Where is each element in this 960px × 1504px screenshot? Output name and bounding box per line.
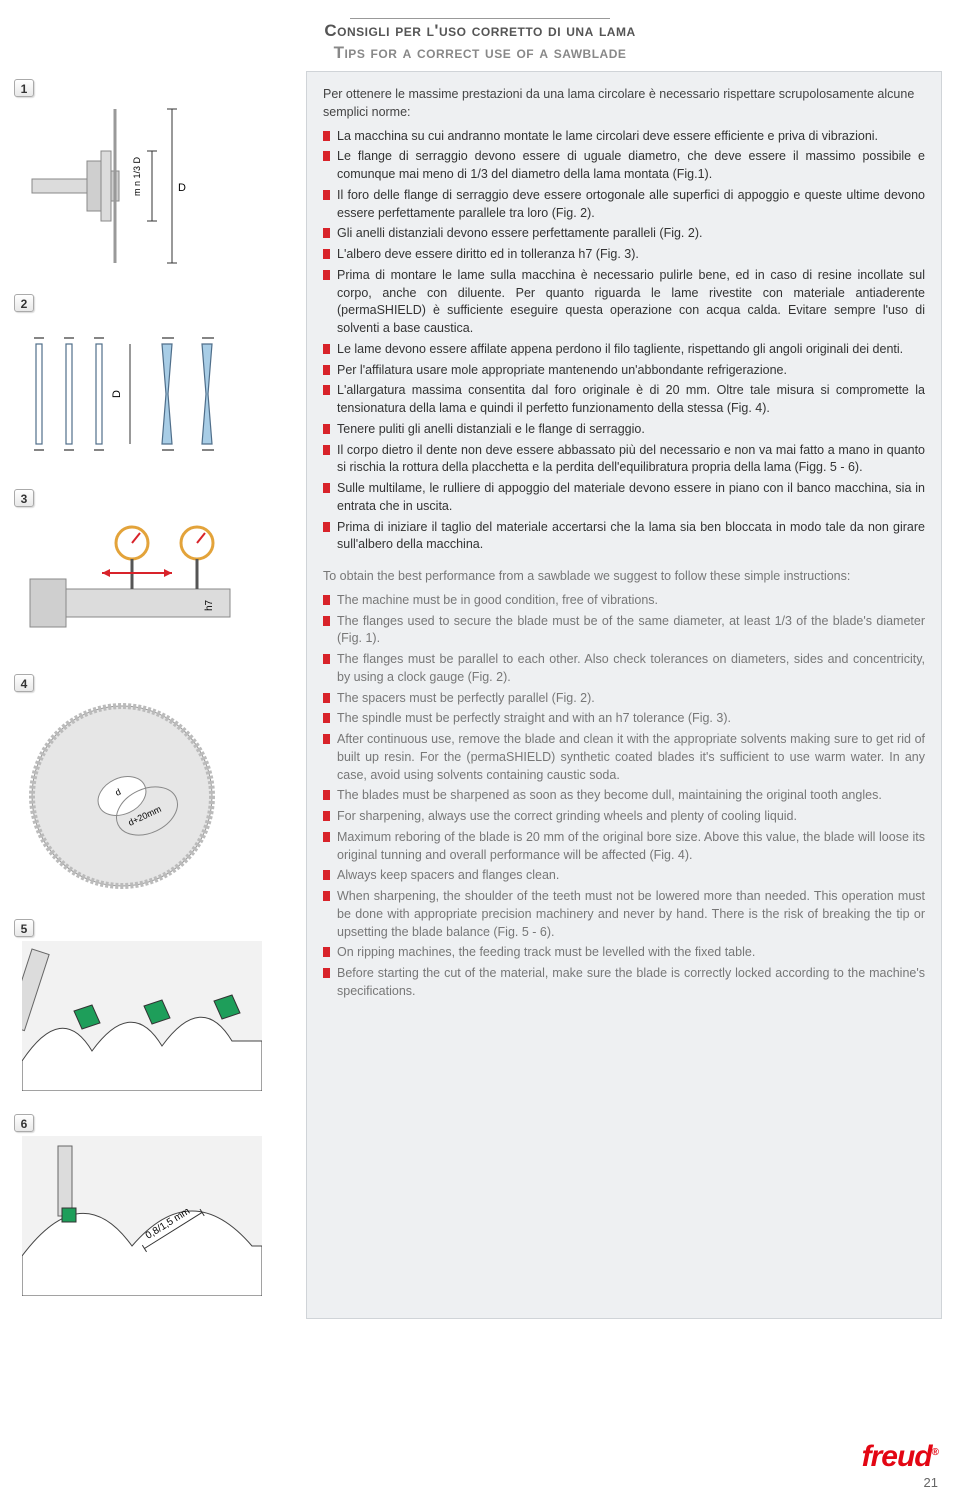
figure-4: 4 d d+20mm: [14, 674, 294, 901]
figure-number: 3: [14, 489, 34, 507]
bullet-item-it: L'allargatura massima consentita dal for…: [323, 382, 925, 418]
dim-third-d: m n 1/3 D: [132, 156, 142, 196]
figure-number: 1: [14, 79, 34, 97]
page-number: 21: [924, 1475, 938, 1490]
text-panel: Per ottenere le massime prestazioni da u…: [306, 71, 942, 1319]
main-content: 1 D: [0, 71, 960, 1379]
bullet-item-en: After continuous use, remove the blade a…: [323, 731, 925, 784]
figure-5: 5: [14, 919, 294, 1096]
bullet-item-it: Il foro delle flange di serraggio deve e…: [323, 187, 925, 223]
bullet-item-it: Le flange di serraggio devono essere di …: [323, 148, 925, 184]
figure-1: 1 D: [14, 79, 294, 276]
bullet-item-it: Prima di montare le lame sulla macchina …: [323, 267, 925, 338]
bullet-list-italian: La macchina su cui andranno montate le l…: [323, 128, 925, 555]
page-header: Consigli per l'uso corretto di una lama …: [0, 0, 960, 71]
bullet-item-en: The spacers must be perfectly parallel (…: [323, 690, 925, 708]
bullet-item-en: When sharpening, the shoulder of the tee…: [323, 888, 925, 941]
bullet-item-en: The flanges must be parallel to each oth…: [323, 651, 925, 687]
intro-english: To obtain the best performance from a sa…: [323, 568, 925, 586]
figure-number: 2: [14, 294, 34, 312]
bullet-item-it: Gli anelli distanziali devono essere per…: [323, 225, 925, 243]
title-italian: Consigli per l'uso corretto di una lama: [0, 21, 960, 41]
intro-italian: Per ottenere le massime prestazioni da u…: [323, 86, 925, 122]
figure-6: 6 0,8/1,5 mm: [14, 1114, 294, 1301]
figure-3: 3 h7: [14, 489, 294, 656]
bullet-item-en: Before starting the cut of the material,…: [323, 965, 925, 1001]
bullet-list-english: The machine must be in good condition, f…: [323, 592, 925, 1001]
bullet-item-en: On ripping machines, the feeding track m…: [323, 944, 925, 962]
bullet-item-en: Always keep spacers and flanges clean.: [323, 867, 925, 885]
title-english: Tips for a correct use of a sawblade: [0, 43, 960, 63]
dim-d-2: D: [111, 390, 123, 398]
freud-logo: freud®: [862, 1440, 938, 1474]
figure-number: 4: [14, 674, 34, 692]
bullet-item-en: The machine must be in good condition, f…: [323, 592, 925, 610]
bullet-item-en: Maximum reboring of the blade is 20 mm o…: [323, 829, 925, 865]
bullet-item-it: La macchina su cui andranno montate le l…: [323, 128, 925, 146]
figures-column: 1 D: [14, 71, 294, 1319]
bullet-item-it: L'albero deve essere diritto ed in tolle…: [323, 246, 925, 264]
bullet-item-en: The blades must be sharpened as soon as …: [323, 787, 925, 805]
dim-d: D: [178, 182, 186, 194]
figure-number: 5: [14, 919, 34, 937]
bullet-item-it: Prima di iniziare il taglio del material…: [323, 519, 925, 555]
bullet-item-it: Per l'affilatura usare mole appropriate …: [323, 362, 925, 380]
figure-number: 6: [14, 1114, 34, 1132]
bullet-item-en: The spindle must be perfectly straight a…: [323, 710, 925, 728]
figure-2: 2: [14, 294, 294, 471]
tolerance-h7: h7: [204, 599, 215, 611]
bullet-item-it: Tenere puliti gli anelli distanziali e l…: [323, 421, 925, 439]
bullet-item-it: Le lame devono essere affilate appena pe…: [323, 341, 925, 359]
bullet-item-it: Sulle multilame, le rulliere di appoggio…: [323, 480, 925, 516]
bullet-item-en: For sharpening, always use the correct g…: [323, 808, 925, 826]
bullet-item-en: The flanges used to secure the blade mus…: [323, 613, 925, 649]
header-rule: [350, 18, 610, 19]
bullet-item-it: Il corpo dietro il dente non deve essere…: [323, 442, 925, 478]
